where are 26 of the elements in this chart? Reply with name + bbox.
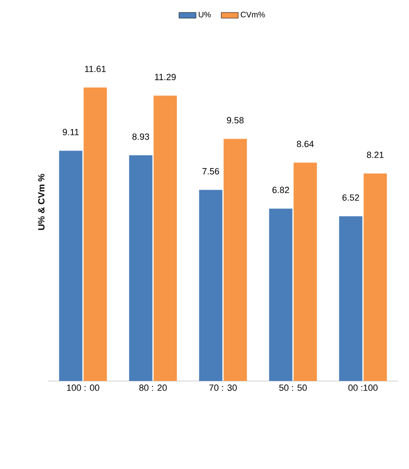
- data-label: 8.64: [296, 140, 314, 148]
- x-tick-label: 70 : 30: [209, 384, 237, 391]
- bar: [199, 190, 222, 381]
- x-tick-label: 50 : 50: [279, 384, 307, 391]
- bar: [154, 96, 177, 381]
- x-tick-label: 00 :100: [348, 384, 378, 391]
- x-tick-label: 100 : 00: [67, 384, 100, 391]
- bar: [59, 150, 82, 381]
- data-label: 7.56: [202, 168, 220, 174]
- data-label: 11.61: [85, 66, 106, 72]
- x-tick-label: 80 : 20: [139, 384, 167, 391]
- bar: [129, 155, 152, 381]
- bar: [294, 162, 317, 381]
- data-label: 8.21: [366, 152, 384, 158]
- data-label: 9.58: [226, 117, 244, 124]
- bar: [269, 208, 292, 381]
- bar: [84, 88, 107, 381]
- bar: [224, 138, 247, 381]
- bar: [339, 216, 362, 381]
- data-label: 6.82: [272, 186, 290, 194]
- data-label: 11.29: [155, 74, 176, 80]
- data-label: 9.11: [62, 128, 79, 136]
- data-label: 8.93: [132, 133, 150, 140]
- y-axis-title: U% & CVm %: [38, 174, 44, 230]
- data-label: 6.52: [342, 194, 360, 201]
- bar: [364, 173, 387, 381]
